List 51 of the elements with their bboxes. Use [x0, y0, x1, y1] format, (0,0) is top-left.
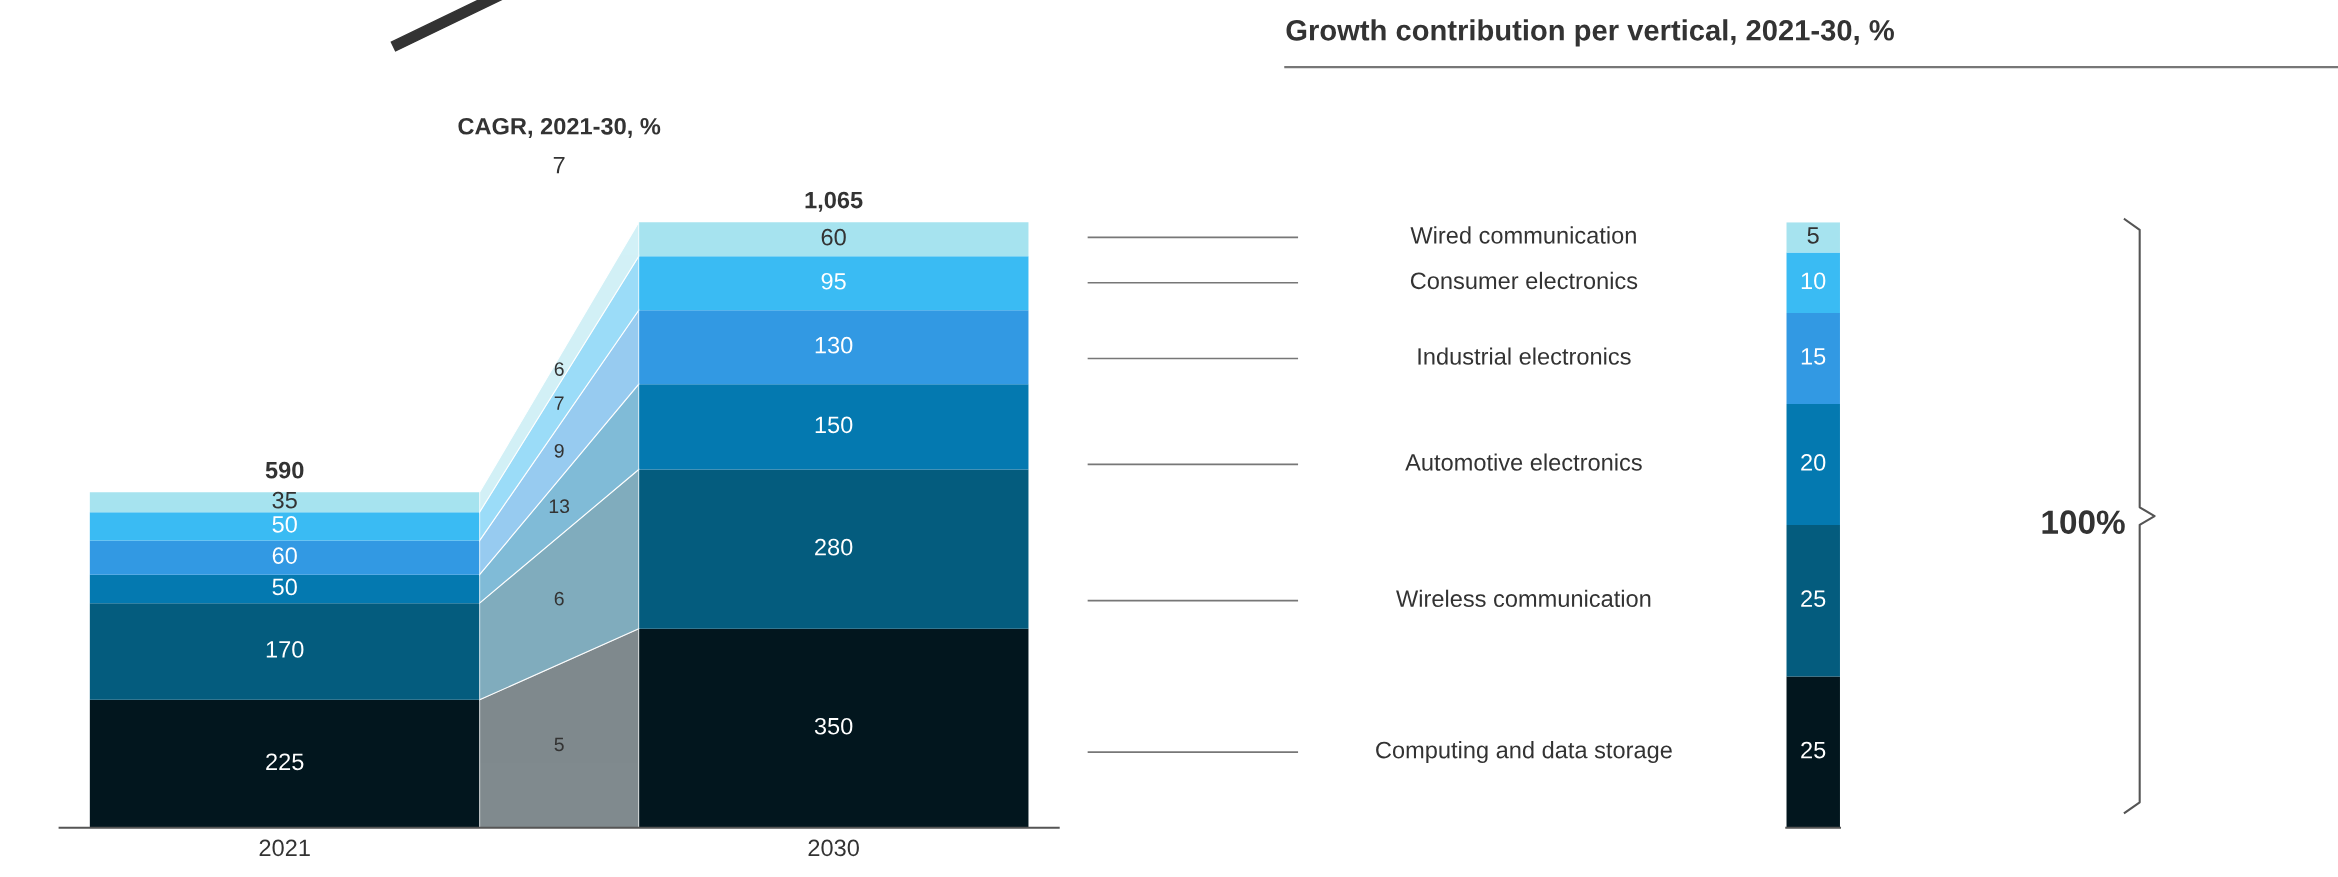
annotation: 6: [554, 591, 564, 606]
chart-title: Growth contribution per vertical, 2021-30, %: [1286, 19, 1894, 47]
bar: [89, 512, 480, 541]
data-label: 5: [1807, 227, 1819, 244]
annotation: 7: [554, 396, 564, 410]
data-label: 50: [272, 516, 297, 533]
data-label: 10: [1801, 272, 1826, 290]
bar: [89, 540, 480, 575]
x-tick-label: 2021: [259, 839, 310, 857]
text: Computing and data storage: [1376, 741, 1672, 764]
bar: [1786, 222, 1840, 253]
data-label: 60: [272, 547, 297, 564]
text: Industrial electronics: [1418, 347, 1631, 365]
bar: [638, 310, 1029, 385]
x-tick-label: 2030: [808, 839, 859, 857]
data-label: 35: [272, 491, 297, 509]
data-label: 50: [272, 578, 297, 596]
data-label: 280: [815, 538, 853, 556]
total-label: 590: [265, 461, 304, 479]
text: 100%: [2042, 510, 2125, 534]
text: Consumer electronics: [1410, 271, 1638, 290]
bar: [89, 574, 480, 604]
data-label: 150: [815, 416, 853, 434]
bar: [638, 256, 1029, 311]
data-label: 95: [821, 272, 846, 290]
data-label: 60: [821, 228, 846, 246]
data-label: 15: [1801, 348, 1826, 365]
data-label: 25: [1801, 741, 1826, 759]
annotation: 13: [549, 499, 570, 514]
annotation: 6: [554, 362, 564, 376]
data-label: 350: [814, 717, 853, 735]
annotation: 9: [554, 443, 564, 458]
data-label: 20: [1801, 454, 1826, 471]
bar: [1786, 525, 1840, 677]
annotation: 5: [554, 737, 564, 752]
bar: [1786, 313, 1840, 404]
total-label: 1,065: [805, 191, 863, 212]
data-label: 225: [266, 753, 304, 771]
text: Wired communication: [1410, 226, 1636, 244]
bar: [1786, 676, 1840, 828]
bar: [638, 222, 1029, 257]
bar: [1786, 403, 1840, 526]
bar: [89, 492, 480, 513]
text: 7: [553, 156, 565, 174]
data-label: 170: [266, 641, 304, 658]
data-label: 25: [1801, 590, 1826, 608]
text: Wireless communication: [1396, 589, 1651, 608]
data-label: 130: [815, 336, 853, 354]
text: Automotive electronics: [1405, 453, 1642, 471]
bar: [1786, 252, 1840, 314]
text: CAGR, 2021-30, %: [458, 117, 661, 139]
